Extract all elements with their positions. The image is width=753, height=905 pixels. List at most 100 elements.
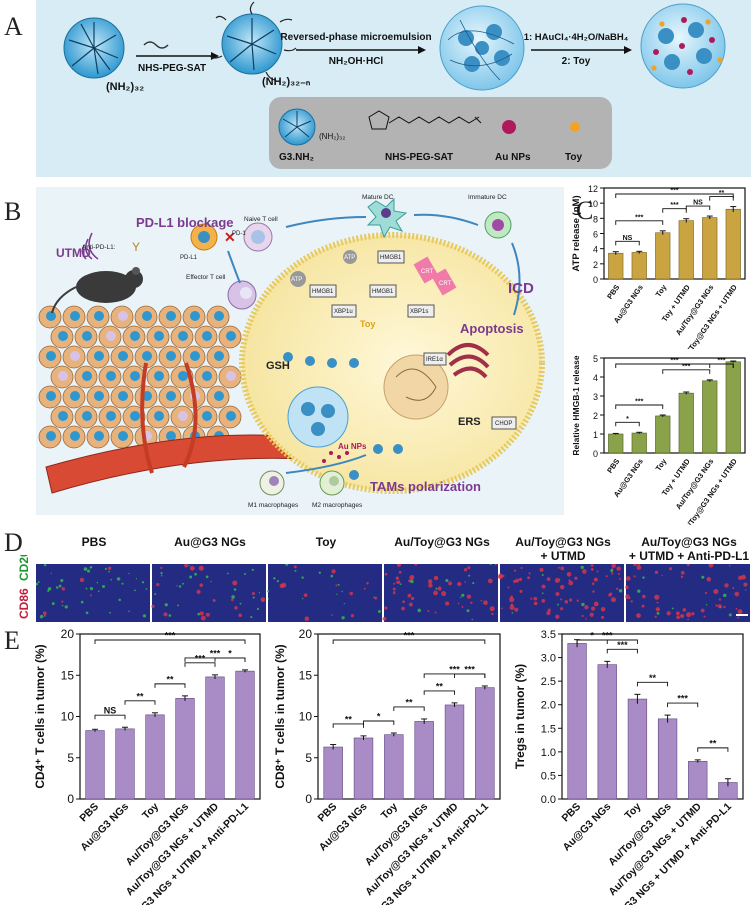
red-signal: [557, 566, 560, 569]
micrograph-6: [625, 564, 750, 622]
red-signal: [633, 575, 636, 578]
green-signal: [145, 588, 148, 590]
bar-2: [597, 664, 617, 800]
bar-5: [688, 760, 708, 800]
x-tick-label: Toy: [379, 801, 400, 822]
sig-label: **: [405, 697, 413, 707]
tumor-nucleus-6: [190, 311, 200, 321]
tumor-nucleus-16: [46, 351, 56, 361]
tumor-nucleus-4: [142, 311, 152, 321]
cd206-label: CD206: [17, 555, 31, 581]
dc-presenting: [190, 223, 218, 251]
x-tick-label: PBS: [605, 457, 621, 475]
red-signal: [655, 607, 660, 612]
tumor-nucleus-40: [58, 411, 68, 421]
bar-4: [678, 220, 694, 280]
red-signal: [611, 564, 616, 569]
red-signal: [205, 612, 210, 617]
green-signal: [719, 606, 722, 609]
crt2-label: CRT: [439, 281, 452, 287]
red-signal: [392, 591, 396, 595]
small-nanogels: [283, 352, 403, 480]
green-signal: [341, 616, 345, 620]
bar-6: [725, 208, 741, 280]
red-signal: [463, 568, 468, 572]
gsh-label: GSH: [266, 360, 290, 372]
micro-title-5: Au/Toy@G3 NGs + UTMD: [515, 535, 611, 563]
tumor-tissue: [38, 305, 242, 449]
green-signal: [181, 582, 184, 585]
sig-bracket: [615, 240, 640, 246]
green-signal: [110, 578, 113, 581]
tumor-nucleus-18: [94, 351, 104, 361]
red-signal: [489, 606, 495, 612]
red-signal: [509, 597, 515, 603]
atp-outer-label: ATP: [344, 255, 355, 261]
tumor-nucleus-5: [166, 311, 176, 321]
effector-t-label: Effector T cell: [186, 274, 226, 281]
green-signal: [466, 609, 470, 613]
red-signal: [619, 577, 621, 580]
bar-4: [657, 718, 678, 800]
red-signal: [605, 575, 608, 578]
sig-bracket: [332, 639, 486, 644]
tumor-nucleus-14: [202, 331, 212, 341]
tumor-nucleus-49: [70, 431, 80, 441]
red-signal: [402, 600, 405, 604]
bar-1: [608, 252, 624, 280]
red-signal: [366, 582, 369, 585]
green-signal: [233, 588, 237, 591]
x-tick-label: PBS: [559, 801, 583, 825]
sig-label: *: [228, 648, 232, 658]
red-signal: [79, 577, 85, 583]
y-axis-label: Tregs in tumor (%): [513, 664, 527, 769]
green-signal: [226, 572, 229, 575]
green-signal: [417, 608, 422, 613]
red-signal: [303, 593, 308, 597]
red-signal: [457, 602, 460, 605]
y-tick-label: 15: [299, 668, 313, 682]
sig-bracket: [423, 690, 455, 695]
red-signal: [654, 570, 659, 574]
red-signal: [700, 608, 705, 613]
green-signal: [373, 596, 376, 599]
green-signal: [301, 576, 304, 579]
step2-bottom-label: NH₂OH·HCl: [329, 56, 384, 67]
red-signal: [518, 577, 523, 582]
green-signal: [47, 589, 50, 592]
red-signal: [293, 565, 297, 569]
green-signal: [377, 610, 381, 614]
tumor-nucleus-2: [94, 311, 104, 321]
red-signal: [541, 584, 546, 589]
red-signal: [661, 574, 663, 577]
red-signal: [251, 592, 256, 596]
toy-label: Toy: [360, 319, 375, 329]
red-signal: [616, 566, 621, 571]
tumor-nucleus-47: [226, 411, 236, 421]
green-signal: [511, 612, 514, 614]
tumor-nucleus-33: [70, 391, 80, 401]
red-signal: [560, 566, 565, 571]
red-signal: [591, 582, 595, 585]
sig-bracket: [184, 657, 246, 662]
sig-label: **: [649, 673, 657, 683]
red-signal: [232, 580, 238, 586]
pegylated-dendrimer: [209, 1, 297, 81]
red-signal: [363, 587, 366, 590]
red-signal: [568, 579, 571, 582]
red-signal: [464, 581, 467, 583]
bar-2: [631, 432, 647, 454]
red-signal: [617, 572, 620, 575]
green-signal: [341, 590, 343, 593]
red-signal: [723, 605, 726, 609]
green-signal: [285, 564, 289, 566]
x-tick-label: Toy: [654, 456, 669, 472]
red-signal: [212, 599, 216, 603]
red-signal: [331, 569, 336, 574]
green-signal: [541, 573, 544, 576]
tumor-nucleus-43: [130, 411, 140, 421]
green-signal: [252, 596, 255, 599]
ers-label: ERS: [458, 416, 481, 428]
sig-label: ***: [670, 202, 678, 209]
pd-l1-label: PD-L1: [180, 255, 198, 261]
